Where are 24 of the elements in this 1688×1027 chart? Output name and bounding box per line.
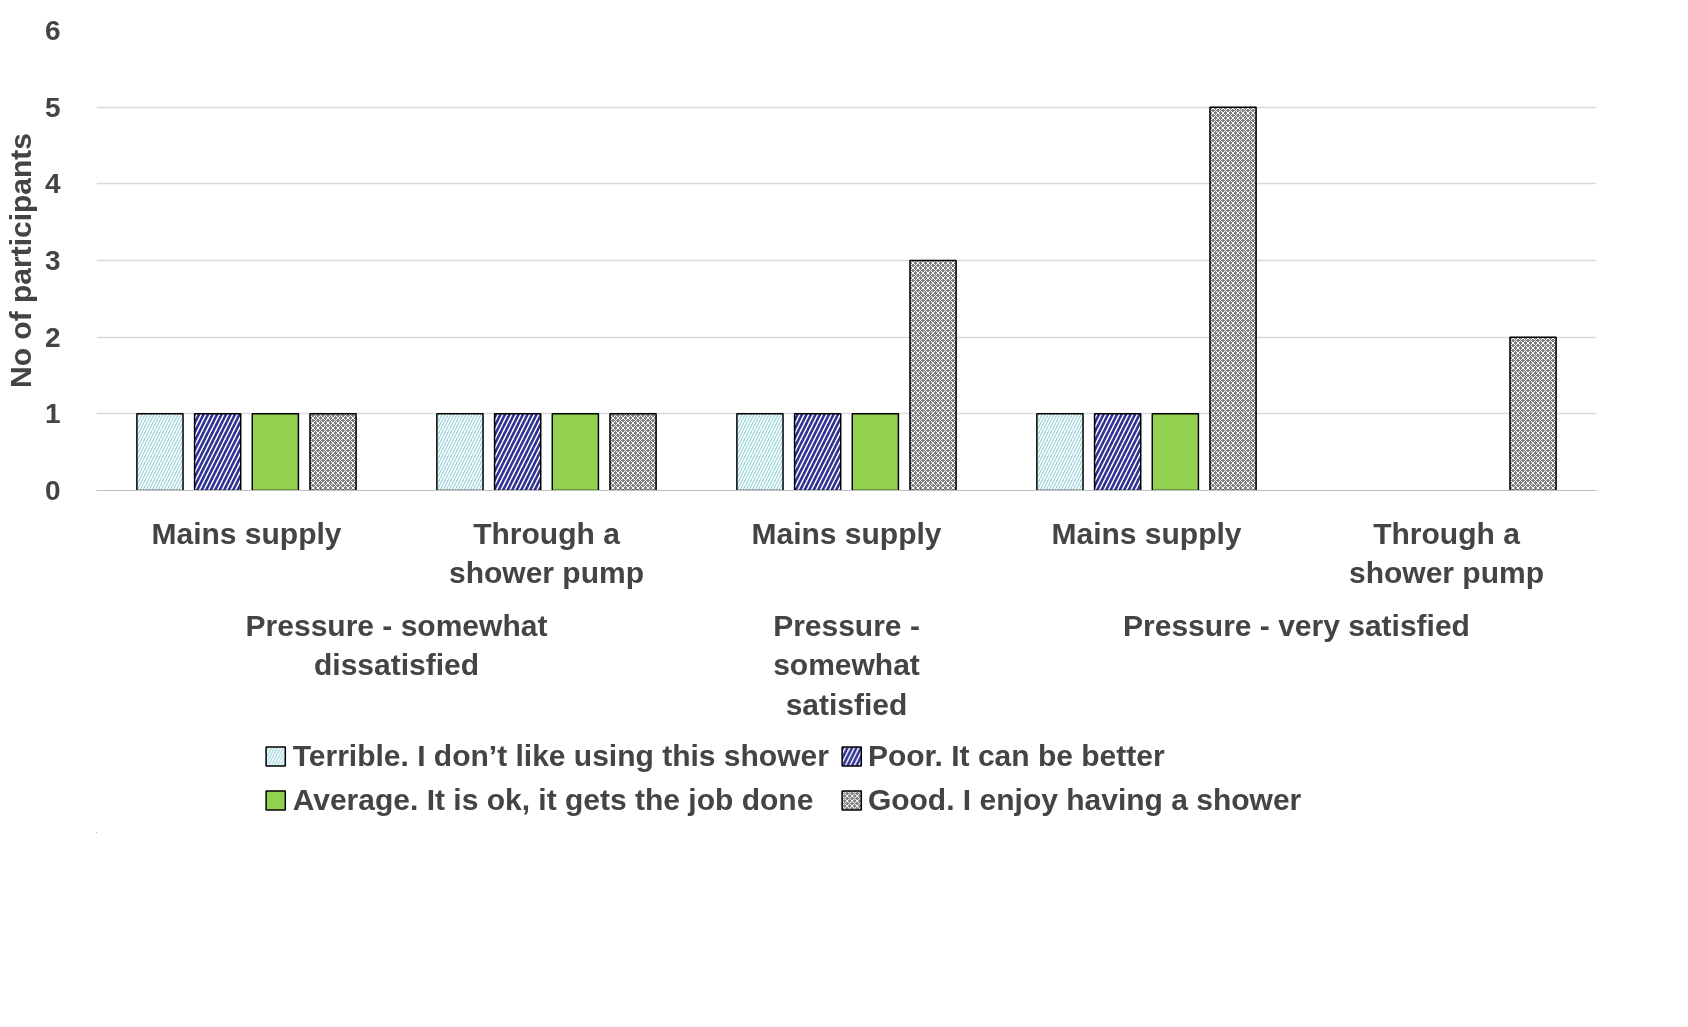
y-tick-label: 4: [44, 168, 61, 200]
y-tick-label: 2: [44, 321, 61, 353]
text: Pressure - very satisfied: [1123, 608, 1470, 642]
x-tick-label: Through a shower pump: [1348, 516, 1545, 590]
x-tick-label: Mains supply: [151, 516, 342, 550]
text: Pressure - somewhat satisfied: [773, 608, 920, 721]
legend-label: Good. I enjoy having a shower: [867, 783, 1302, 817]
y-tick-label: 3: [44, 245, 61, 276]
y-tick-label: 5: [44, 91, 61, 123]
y-tick-label: 0: [44, 475, 61, 506]
x-tick-label: Mains supply: [1051, 516, 1242, 550]
bar: [251, 413, 300, 491]
legend-label: Terrible. I don’t like using this shower: [292, 739, 829, 773]
text: Pressure - somewhat dissatisfied: [245, 608, 548, 682]
y-tick-label: 1: [44, 398, 61, 430]
x-tick-label: Through a shower pump: [448, 516, 645, 590]
bar: [851, 413, 900, 491]
y-axis-title: No of participants: [3, 132, 37, 389]
legend-label: Average. It is ok, it gets the job done: [292, 783, 814, 817]
bar: [1151, 413, 1200, 491]
y-tick-label: 6: [44, 15, 61, 46]
x-tick-label: Mains supply: [751, 516, 942, 550]
bar: [551, 413, 600, 491]
legend-label: Poor. It can be better: [867, 739, 1165, 773]
